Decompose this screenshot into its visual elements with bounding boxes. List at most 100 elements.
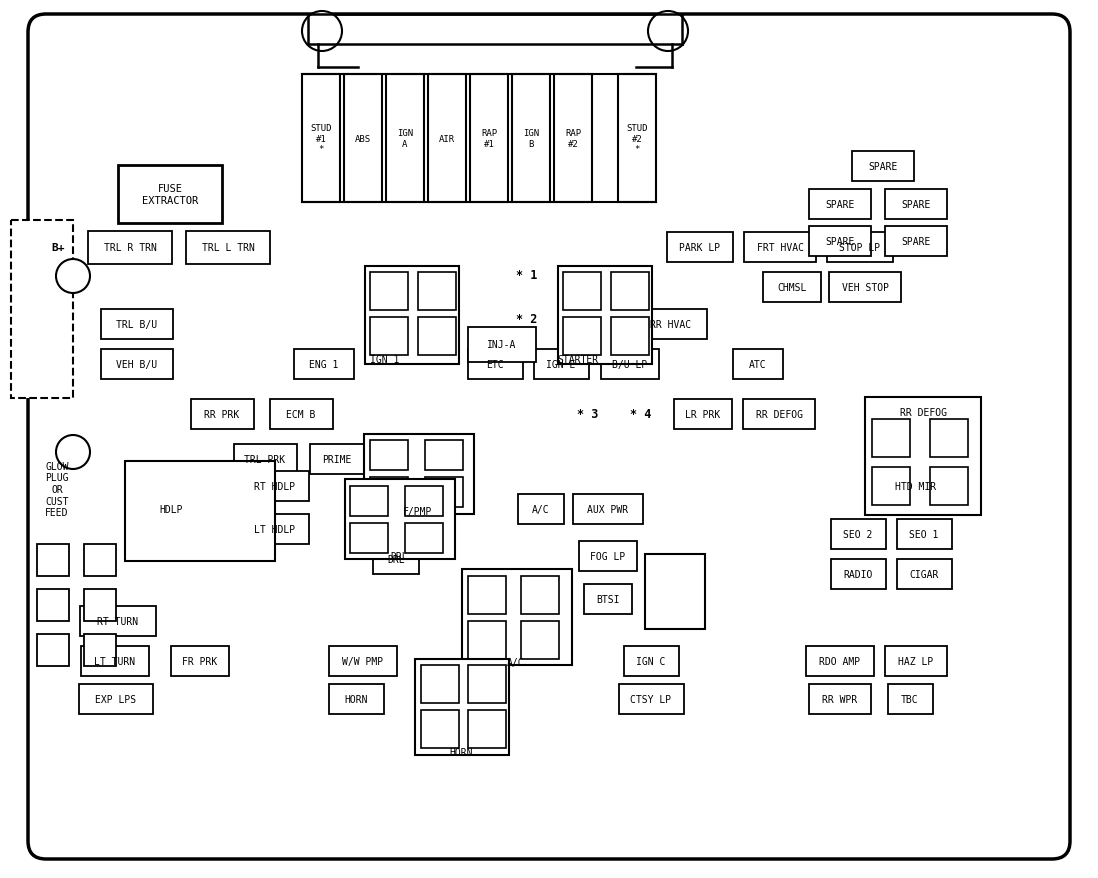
Bar [887, 684, 932, 714]
Text: * 4: * 4 [630, 408, 652, 421]
Text: CHMSL: CHMSL [777, 283, 807, 292]
Bar [79, 684, 153, 714]
Circle shape [56, 435, 90, 470]
Bar [896, 559, 952, 589]
Bar [85, 589, 116, 622]
Bar [386, 75, 424, 203]
Bar [809, 190, 871, 220]
Text: RT TURN: RT TURN [98, 616, 138, 626]
Bar [573, 494, 643, 524]
Text: VEH B/U: VEH B/U [116, 360, 157, 370]
Text: SPARE: SPARE [869, 162, 898, 172]
Text: VEH STOP: VEH STOP [841, 283, 888, 292]
Bar [558, 267, 652, 364]
Bar [328, 684, 383, 714]
Text: RT HDLP: RT HDLP [255, 481, 295, 492]
Bar [674, 399, 732, 429]
Bar [425, 478, 463, 507]
Text: SPARE: SPARE [901, 237, 931, 247]
Text: HDLP: HDLP [159, 505, 182, 515]
Text: * 1: * 1 [516, 270, 538, 282]
Bar [418, 273, 456, 311]
Text: ECM B: ECM B [287, 409, 316, 420]
Bar [618, 75, 656, 203]
Bar [462, 569, 572, 666]
Text: IGN E: IGN E [547, 360, 575, 370]
Bar [344, 75, 382, 203]
Bar [579, 542, 637, 572]
Bar [425, 441, 463, 471]
Bar [85, 544, 116, 576]
Bar [896, 520, 952, 550]
Text: LT HDLP: LT HDLP [255, 524, 295, 535]
Text: SPARE: SPARE [901, 200, 931, 210]
Text: TRL L TRN: TRL L TRN [202, 242, 255, 253]
Text: RR WPR: RR WPR [822, 694, 858, 704]
Bar [512, 75, 550, 203]
Bar [829, 273, 901, 303]
Text: TBC: TBC [901, 694, 919, 704]
Bar [186, 231, 270, 264]
Text: FRT HVAC: FRT HVAC [757, 242, 804, 253]
Bar [852, 152, 914, 182]
Text: FOG LP: FOG LP [591, 551, 626, 561]
Bar [534, 349, 589, 379]
Bar [879, 471, 952, 501]
Bar [666, 233, 733, 263]
Bar [865, 398, 981, 515]
Text: SEO 1: SEO 1 [909, 529, 939, 539]
Bar [563, 318, 601, 356]
Text: BTSI: BTSI [596, 594, 619, 604]
Circle shape [302, 12, 341, 52]
Text: TRL R TRN: TRL R TRN [103, 242, 156, 253]
Bar [930, 420, 968, 457]
Text: HTD MIR: HTD MIR [896, 481, 937, 492]
Text: A/C: A/C [533, 505, 550, 515]
Bar [645, 554, 705, 630]
Bar [624, 646, 679, 676]
Text: CIGAR: CIGAR [909, 569, 939, 579]
Bar [743, 399, 815, 429]
Bar [37, 544, 69, 576]
Text: TRL B/U: TRL B/U [116, 320, 157, 329]
Bar [809, 227, 871, 256]
FancyBboxPatch shape [29, 15, 1069, 859]
Bar [81, 646, 149, 676]
Bar [554, 75, 592, 203]
Text: INJ-A: INJ-A [488, 340, 517, 350]
Text: IGN
B: IGN B [523, 129, 539, 148]
Text: B/U LP: B/U LP [613, 360, 648, 370]
Bar [885, 646, 946, 676]
Bar [373, 544, 419, 574]
Bar [520, 622, 559, 659]
Text: SPARE: SPARE [826, 200, 854, 210]
Text: * 3: * 3 [578, 408, 598, 421]
Text: STARTER: STARTER [558, 355, 598, 364]
Bar [470, 75, 508, 203]
Text: GLOW
PLUG
OR
CUST
FEED: GLOW PLUG OR CUST FEED [45, 461, 69, 518]
Bar [240, 471, 309, 501]
Bar [518, 494, 564, 524]
Bar [744, 233, 816, 263]
Text: PRIME: PRIME [323, 455, 351, 464]
Bar [405, 523, 442, 553]
Text: ABS: ABS [355, 134, 371, 143]
Bar [872, 467, 910, 506]
Bar [806, 646, 874, 676]
Bar [405, 486, 442, 516]
Text: SPARE: SPARE [826, 237, 854, 247]
Bar [601, 349, 659, 379]
Bar [421, 666, 459, 703]
Bar [101, 310, 173, 340]
Text: CTSY LP: CTSY LP [630, 694, 672, 704]
Bar [350, 486, 388, 516]
Text: TRL PRK: TRL PRK [245, 455, 285, 464]
Bar [584, 585, 632, 615]
Bar [563, 273, 601, 311]
Bar [468, 666, 506, 703]
Bar [520, 576, 559, 615]
Bar [370, 273, 408, 311]
Bar [428, 75, 466, 203]
Bar [733, 349, 783, 379]
Bar [310, 444, 365, 474]
